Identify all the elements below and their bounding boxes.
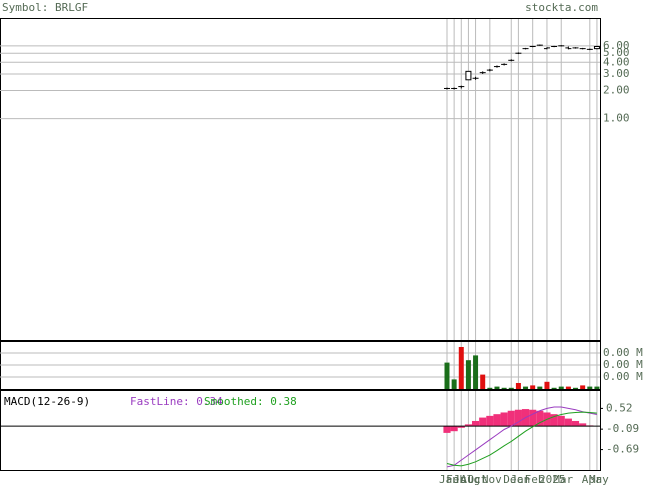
volume-bar [508,387,514,389]
macd-histogram-bar [579,423,587,427]
x-tick-label: Feb [446,473,466,486]
volume-bar [551,387,557,389]
x-tick-label: May [589,473,609,486]
x-tick-label: Jan [439,473,459,486]
volume-bar [523,386,529,389]
x-tick-label: Jul [453,473,473,486]
macd-histogram-bar [493,414,501,427]
volume-bar [594,386,600,389]
y-tick-label: 0.00 M [603,346,643,359]
x-tick-label: Oct [468,473,488,486]
volume-bar [544,381,550,389]
macd-line [446,406,598,468]
x-tick-label: Dec [503,473,523,486]
macd-histogram-bar [457,426,465,428]
volume-bar [487,387,493,389]
candle-body [465,70,472,81]
y-tick-label: 3.00 [603,67,630,80]
volume-bar [480,374,486,389]
macd-histogram-bar [529,409,537,427]
y-tick-label: 5.00 [603,46,630,59]
macd-histogram-bar [557,415,565,427]
volume-bar [473,355,479,389]
macd-histogram-bar [479,417,487,427]
panel-frame [0,390,601,471]
volume-bar [515,383,521,389]
volume-bar [494,386,500,389]
legend-entry: FastLine: 0.34 [130,395,223,408]
volume-bar [530,385,536,389]
macd-histogram-bar [443,426,451,433]
volume-bar [573,387,579,389]
volume-bar [565,386,571,389]
macd-histogram-bar [514,409,522,427]
source-label: stockta.com [525,1,598,14]
panel-frame [0,18,601,341]
y-tick-label: -0.69 [606,443,639,456]
x-tick-label: Mar [553,473,573,486]
macd-histogram-bar [450,426,458,432]
macd-histogram-bar [536,410,544,427]
y-tick-label: 0.00 M [603,358,643,371]
macd-histogram-bar [571,420,580,427]
volume-bar [465,360,471,389]
volume-bar [501,387,507,389]
volume-bar [537,386,543,389]
x-tick-label: Aug [460,473,480,486]
x-tick-label: Nov [482,473,502,486]
macd-histogram-bar [471,420,480,427]
volume-bar [580,385,586,389]
y-tick-label: 1.00 [603,112,630,125]
symbol-title: Symbol: BRLGF [2,1,88,14]
y-tick-label: 6.00 [603,39,630,52]
y-tick-label: -0.09 [606,422,639,435]
y-tick-label: 4.00 [603,55,630,68]
x-tick-label: Apr [582,473,602,486]
macd-histogram-bar [550,414,558,427]
volume-bar [444,362,450,389]
legend-entry: Smoothed: 0.38 [204,395,297,408]
y-tick-label: 0.00 M [603,370,643,383]
macd-line [446,411,597,467]
x-tick-label: 2025 [539,473,566,486]
y-tick-label: 2.00 [603,83,630,96]
volume-bar [458,347,464,389]
macd-title: MACD(12-26-9) [4,395,90,408]
y-tick-label: 0.52 [606,401,633,414]
volume-bar [558,386,564,389]
macd-histogram-bar [564,418,572,427]
x-tick-label: Feb [525,473,545,486]
macd-histogram-bar [500,412,508,427]
macd-histogram-bar [464,424,472,427]
volume-bar [587,386,593,389]
macd-histogram-bar [507,410,515,427]
x-tick-label: Jan [510,473,530,486]
macd-histogram-bar [486,415,494,427]
volume-bar [451,379,457,389]
candle-body [593,46,600,50]
